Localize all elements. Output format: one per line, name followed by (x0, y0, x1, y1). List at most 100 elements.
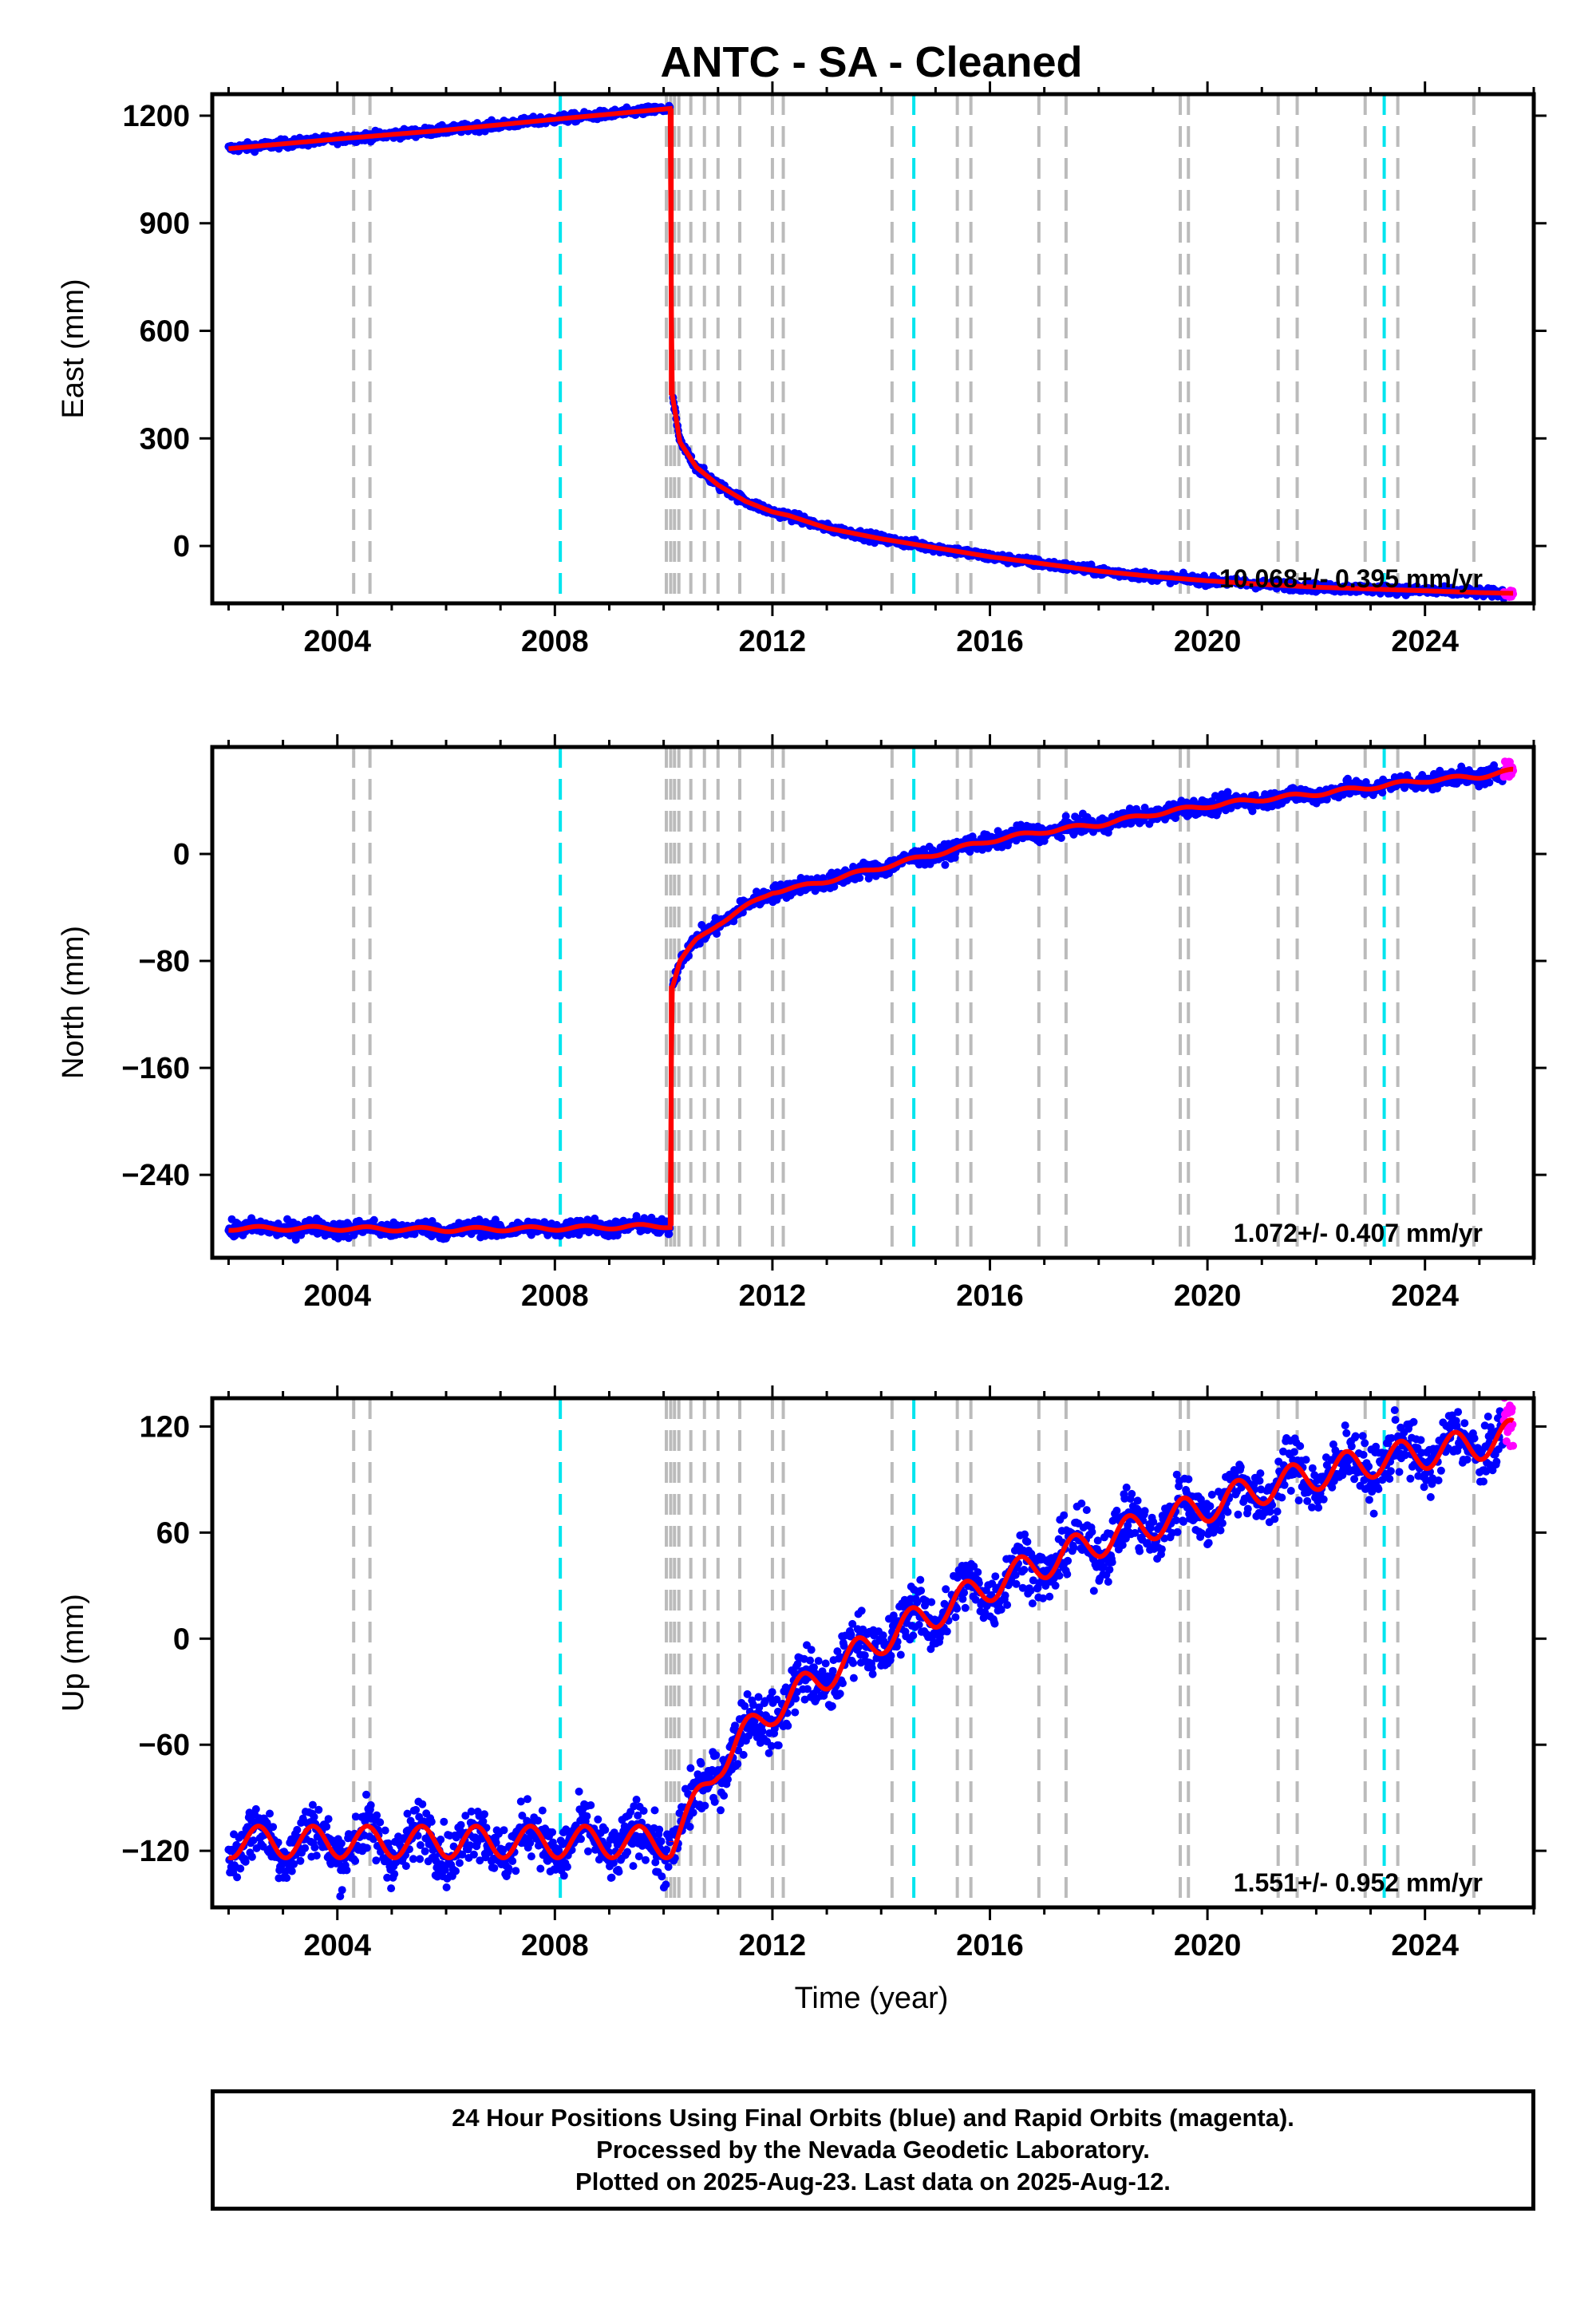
data-point (383, 1873, 392, 1882)
final-orbit-points (224, 761, 1508, 1244)
data-point (241, 1857, 250, 1866)
data-point (689, 1808, 697, 1817)
data-point (583, 1812, 591, 1820)
data-point (701, 1801, 709, 1810)
data-point (362, 1790, 370, 1799)
data-point (733, 1760, 742, 1769)
data-point (366, 1800, 375, 1809)
x-tick-label: 2008 (521, 625, 589, 658)
data-point (713, 930, 721, 939)
data-point (362, 1844, 371, 1852)
data-point (1057, 834, 1065, 842)
data-point (338, 1886, 346, 1895)
y-axis-label: North (mm) (57, 926, 90, 1079)
data-point (416, 1855, 425, 1863)
data-point (594, 1815, 602, 1824)
data-point (664, 1863, 673, 1871)
data-point (269, 1823, 278, 1832)
x-tick-label: 2004 (303, 1279, 371, 1313)
data-point (282, 1874, 291, 1883)
data-point (387, 1884, 396, 1893)
data-point (274, 1219, 282, 1228)
data-point (538, 1806, 547, 1815)
data-point (697, 1759, 705, 1768)
data-point (290, 1860, 298, 1868)
data-point (373, 1811, 381, 1820)
data-point (322, 1822, 331, 1831)
x-tick-label: 2024 (1391, 625, 1459, 658)
data-point (536, 1864, 545, 1873)
data-point (247, 1852, 256, 1861)
y-tick-label: 0 (173, 530, 190, 563)
x-tick-label: 2020 (1174, 625, 1242, 658)
data-point (296, 1856, 305, 1865)
data-point (548, 1828, 557, 1836)
data-point (293, 1825, 302, 1834)
x-tick-label: 2016 (956, 625, 1024, 658)
data-point (601, 1825, 610, 1834)
data-point (369, 1215, 378, 1224)
data-point (658, 1872, 666, 1881)
data-point (504, 1863, 513, 1872)
data-point (233, 1873, 242, 1882)
data-point (666, 1838, 674, 1847)
data-point (324, 1815, 333, 1824)
data-point (685, 1823, 694, 1831)
model-fit-line (228, 105, 1514, 596)
data-point (475, 1215, 484, 1223)
x-tick-label: 2024 (1391, 1279, 1459, 1313)
data-point (301, 1844, 310, 1852)
data-point (563, 1863, 571, 1871)
data-point (249, 1836, 258, 1845)
data-point (830, 883, 839, 891)
data-point (642, 1856, 650, 1864)
data-point (559, 1871, 568, 1880)
data-point (452, 1867, 460, 1875)
data-point (480, 1810, 488, 1819)
data-point (508, 1857, 517, 1865)
data-point (308, 1800, 317, 1809)
data-point (855, 874, 864, 883)
data-point (351, 1856, 360, 1865)
data-point (712, 1751, 721, 1760)
data-point (456, 1820, 465, 1829)
data-point (1485, 778, 1494, 787)
x-tick-label: 2016 (956, 1279, 1024, 1313)
data-point (336, 1892, 345, 1901)
data-point (739, 1750, 748, 1759)
data-point (440, 1817, 448, 1826)
data-point (266, 1809, 274, 1818)
data-point (418, 1800, 427, 1808)
x-tick-label: 2012 (739, 1279, 807, 1313)
data-point (342, 1866, 351, 1875)
y-tick-label: 0 (173, 838, 190, 871)
data-point (376, 1818, 385, 1827)
y-tick-label: −80 (139, 945, 190, 978)
data-point (310, 1843, 319, 1852)
model-fit-line (228, 766, 1514, 1235)
data-point (1189, 796, 1198, 805)
plot-area (224, 1398, 1518, 1907)
y-tick-label: −240 (121, 1159, 190, 1192)
data-point (650, 1806, 659, 1815)
data-point (632, 1796, 641, 1804)
data-point (587, 1801, 595, 1809)
data-point (720, 1792, 729, 1800)
data-point (351, 1812, 360, 1821)
data-point (236, 1864, 245, 1873)
data-point (512, 1867, 520, 1875)
data-point (500, 1826, 508, 1835)
rate-label: 1.072+/- 0.407 mm/yr (1234, 1219, 1483, 1247)
data-point (655, 1825, 664, 1834)
data-point (577, 1835, 585, 1844)
data-point (527, 1852, 535, 1861)
data-point (1061, 812, 1070, 820)
data-point (1378, 788, 1387, 797)
data-point (864, 874, 873, 883)
data-point (337, 1839, 346, 1848)
data-point (427, 1817, 436, 1826)
data-point (534, 1816, 543, 1825)
data-point (490, 1863, 499, 1872)
data-point (372, 1856, 381, 1865)
